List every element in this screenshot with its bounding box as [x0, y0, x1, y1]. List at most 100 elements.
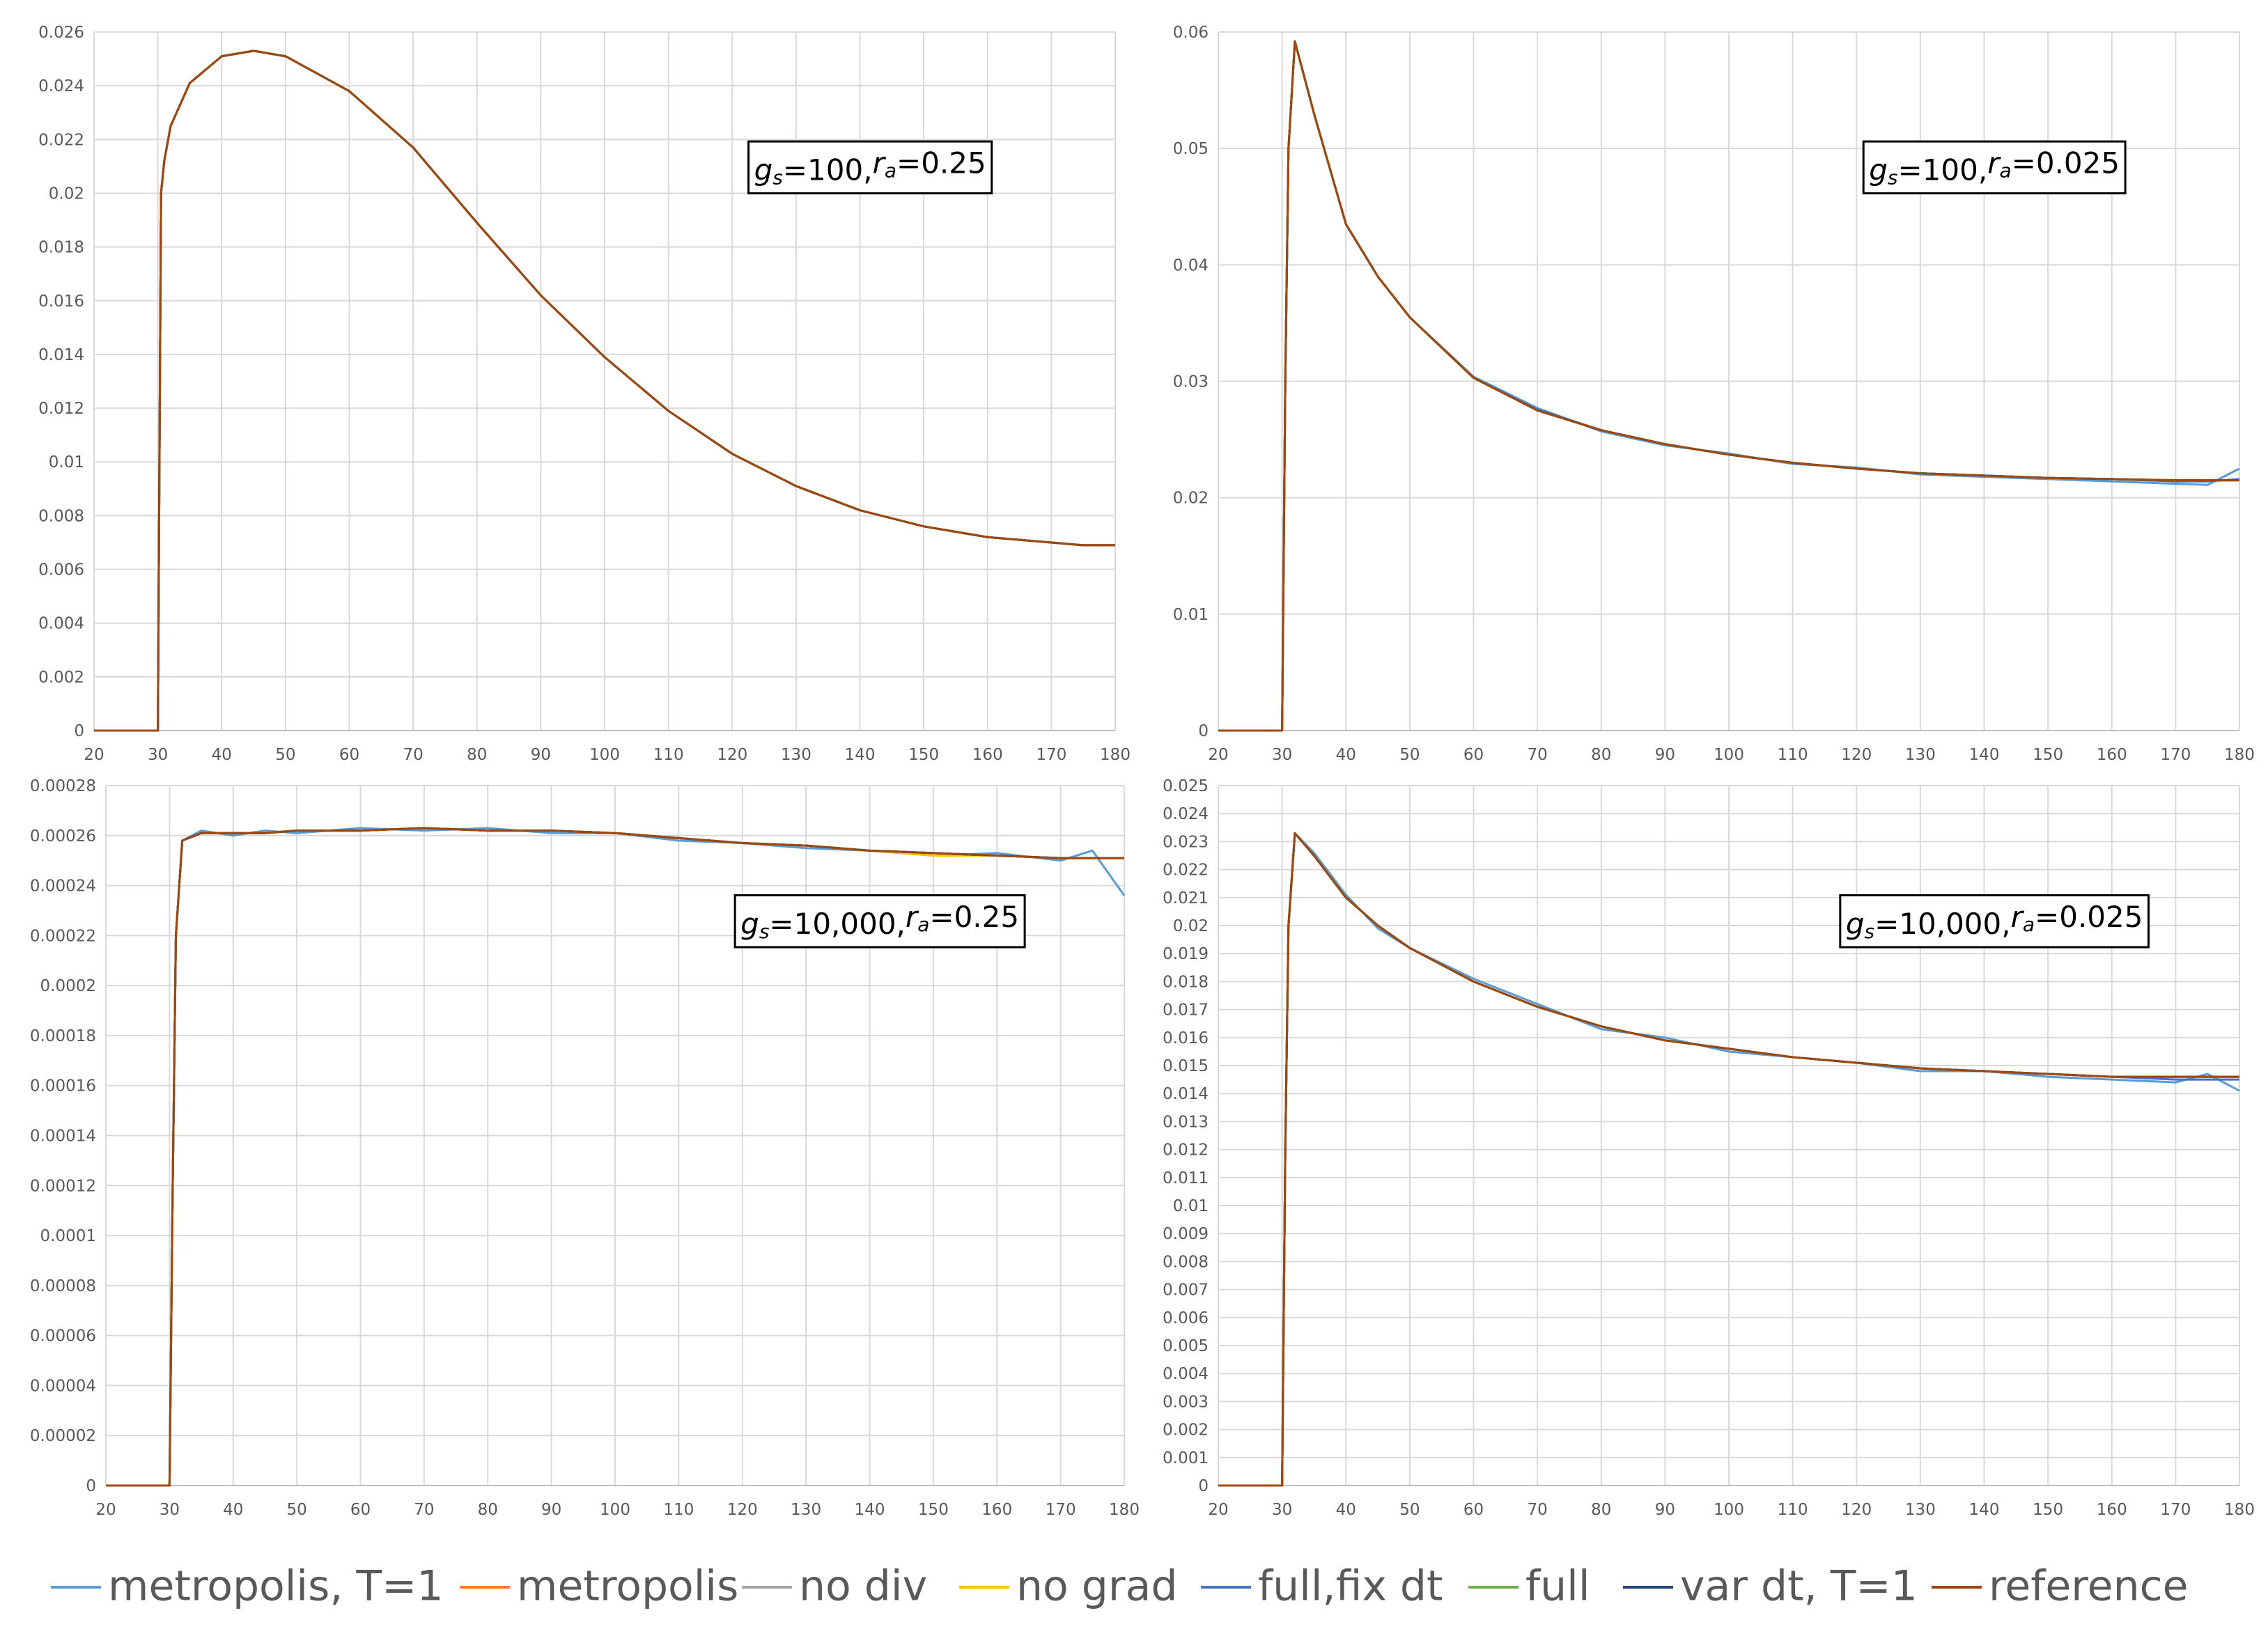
annotation-part: s: [1864, 920, 1874, 943]
x-tick-label: 80: [1591, 1501, 1611, 1519]
x-tick-label: 60: [339, 746, 359, 764]
y-tick-label: 0.013: [1163, 1113, 1209, 1131]
x-tick-label: 120: [717, 746, 747, 764]
annotation-part: a: [917, 913, 929, 936]
annotation-part: r: [906, 900, 919, 934]
y-tick-label: 0.004: [1163, 1365, 1209, 1383]
annotation-box: [1862, 140, 2127, 195]
y-tick-label: 0.01: [49, 453, 84, 471]
legend-label: metropolis: [517, 1562, 738, 1611]
x-tick-label: 180: [2224, 746, 2255, 764]
y-tick-label: 0.00008: [30, 1277, 96, 1295]
legend-label: metropolis, T=1: [108, 1562, 444, 1611]
y-tick-label: 0.006: [1163, 1309, 1209, 1327]
y-tick-label: 0.00012: [30, 1177, 96, 1195]
y-tick-label: 0.003: [1163, 1393, 1209, 1411]
x-tick-label: 50: [1399, 746, 1420, 764]
y-tick-label: 0.017: [1163, 1001, 1209, 1020]
annotation-part: a: [1999, 159, 2011, 182]
y-tick-label: 0.009: [1163, 1225, 1209, 1243]
x-tick-label: 20: [1208, 1501, 1228, 1519]
annotation-part: g: [740, 907, 759, 941]
y-tick-label: 0.0002: [40, 977, 96, 995]
x-tick-label: 150: [2033, 746, 2063, 764]
annotation-box: [733, 894, 1026, 949]
x-tick-label: 80: [1591, 746, 1611, 764]
x-tick-label: 150: [918, 1501, 949, 1519]
legend-label: no div: [799, 1562, 927, 1611]
y-tick-label: 0.016: [1163, 1029, 1209, 1047]
x-tick-label: 110: [1778, 746, 1808, 764]
x-tick-label: 110: [663, 1501, 694, 1519]
y-tick-label: 0.026: [38, 24, 84, 42]
annotation: gs=100,ra=0.025: [1869, 146, 2120, 189]
x-tick-label: 50: [1399, 1501, 1420, 1519]
x-tick-label: 30: [160, 1501, 180, 1519]
y-tick-label: 0.008: [1163, 1253, 1209, 1271]
x-tick-label: 100: [589, 746, 620, 764]
annotation: gs=100,ra=0.25: [754, 146, 986, 189]
series-line: [1218, 40, 2239, 732]
x-tick-label: 20: [1208, 746, 1228, 764]
annotation-part: =100,: [783, 153, 873, 187]
y-tick-label: 0.022: [38, 131, 84, 149]
chart-panel: 0 0.01 0.02 0.03 0.04 0.05 0.06 20 30 40 50 60 70 80 9…: [1173, 24, 2255, 764]
x-tick-label: 60: [1463, 746, 1484, 764]
legend-label: no grad: [1016, 1562, 1177, 1611]
x-tick-label: 130: [781, 746, 811, 764]
y-tick-label: 0.014: [1163, 1085, 1209, 1103]
annotation-part: =10,000,: [769, 907, 906, 941]
y-tick-label: 0.00014: [30, 1128, 96, 1146]
y-tick-label: 0: [1198, 722, 1209, 740]
x-tick-label: 50: [275, 746, 295, 764]
legend-label: var dt, T=1: [1680, 1562, 1918, 1611]
y-tick-label: 0.05: [1173, 140, 1209, 158]
y-tick-label: 0.00028: [30, 777, 96, 795]
x-tick-label: 130: [1905, 746, 1936, 764]
series-line: [106, 827, 1124, 1487]
y-tick-label: 0.012: [38, 400, 84, 418]
y-tick-label: 0.00002: [30, 1427, 96, 1445]
y-tick-label: 0.006: [38, 561, 84, 579]
x-tick-label: 140: [855, 1501, 885, 1519]
series-line: [1218, 832, 2239, 1487]
y-tick-label: 0.02: [1173, 917, 1209, 935]
x-tick-label: 170: [2160, 746, 2191, 764]
annotation-part: r: [2011, 900, 2025, 934]
y-tick-label: 0.00006: [30, 1327, 96, 1346]
y-tick-label: 0: [1198, 1477, 1209, 1495]
y-tick-label: 0.00026: [30, 827, 96, 845]
annotation-part: g: [754, 153, 773, 187]
x-tick-label: 30: [1272, 1501, 1292, 1519]
x-tick-label: 40: [223, 1501, 243, 1519]
x-tick-label: 40: [1336, 1501, 1356, 1519]
y-tick-label: 0.019: [1163, 945, 1209, 963]
annotation-part: s: [759, 920, 770, 943]
y-tick-label: 0.015: [1163, 1057, 1209, 1075]
y-tick-label: 0.007: [1163, 1281, 1209, 1300]
y-tick-label: 0.03: [1173, 373, 1209, 391]
x-tick-label: 70: [1527, 1501, 1547, 1519]
y-tick-label: 0.00022: [30, 927, 96, 945]
x-tick-label: 100: [1714, 746, 1744, 764]
y-tick-label: 0.016: [38, 293, 84, 311]
x-tick-label: 140: [1969, 746, 2000, 764]
y-tick-label: 0.023: [1163, 833, 1209, 851]
annotation: gs=10,000,ra=0.25: [740, 900, 1019, 944]
x-tick-label: 110: [1778, 1501, 1808, 1519]
y-tick-label: 0: [86, 1477, 96, 1495]
annotation: gs=10,000,ra=0.025: [1846, 900, 2143, 944]
y-tick-label: 0.011: [1163, 1169, 1209, 1187]
y-tick-label: 0.00018: [30, 1027, 96, 1045]
x-tick-label: 110: [653, 746, 684, 764]
x-tick-label: 130: [1905, 1501, 1936, 1519]
y-tick-label: 0.002: [1163, 1421, 1209, 1440]
x-tick-label: 170: [1046, 1501, 1076, 1519]
y-tick-label: 0.00024: [30, 878, 96, 896]
x-tick-label: 80: [478, 1501, 498, 1519]
x-tick-label: 130: [791, 1501, 821, 1519]
y-tick-label: 0.022: [1163, 862, 1209, 880]
x-tick-label: 120: [1841, 746, 1872, 764]
y-tick-label: 0.008: [38, 507, 84, 525]
y-tick-label: 0.012: [1163, 1141, 1209, 1160]
